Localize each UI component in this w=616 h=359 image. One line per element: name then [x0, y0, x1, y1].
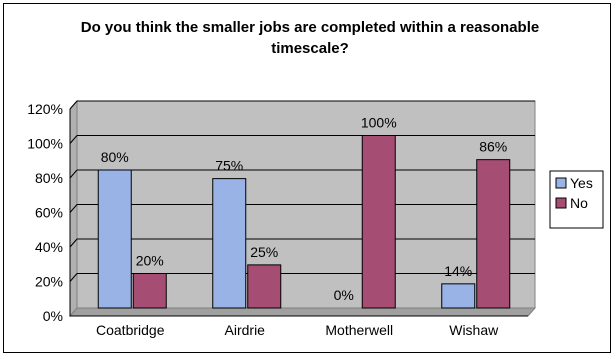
data-label: 14% [444, 263, 472, 279]
gridline-side [69, 169, 78, 179]
bar-no-motherwell[interactable] [361, 135, 396, 309]
gridline-side [69, 238, 78, 248]
data-label: 100% [361, 115, 397, 131]
bar-no-airdrie[interactable] [247, 264, 282, 309]
data-label: 25% [250, 244, 278, 260]
gridline-side [69, 204, 78, 213]
y-tick-label: 40% [35, 239, 63, 255]
bar-no-wishaw[interactable] [476, 159, 511, 309]
y-tick-label: 120% [27, 101, 63, 117]
data-label: 86% [479, 139, 507, 155]
x-category-label: Motherwell [325, 322, 393, 338]
gridline-side [69, 100, 78, 110]
y-tick-label: 0% [43, 308, 63, 324]
y-tick-label: 80% [35, 170, 63, 186]
legend-swatch-yes [555, 177, 567, 189]
gridline-side [69, 135, 78, 144]
y-tick-label: 100% [27, 136, 63, 152]
x-category-label: Wishaw [449, 322, 499, 338]
gridline-side [69, 273, 78, 282]
data-label: 75% [215, 158, 243, 174]
legend-swatch-no [555, 197, 567, 209]
legend-label-no: No [570, 195, 588, 211]
data-label: 0% [334, 287, 354, 303]
y-tick-label: 60% [35, 205, 63, 221]
y-tick-label: 20% [35, 274, 63, 290]
data-label: 20% [136, 253, 164, 269]
plot-floor [68, 307, 537, 317]
data-label: 80% [101, 149, 129, 165]
bar-yes-airdrie[interactable] [212, 178, 247, 309]
bar-yes-wishaw[interactable] [441, 283, 476, 309]
x-category-label: Coatbridge [96, 322, 165, 338]
x-category-label: Airdrie [225, 322, 266, 338]
chart-title: Do you think the smaller jobs are comple… [80, 19, 540, 57]
legend-label-yes: Yes [570, 175, 593, 191]
bar-no-coatbridge[interactable] [132, 273, 167, 309]
bar-yes-coatbridge[interactable] [97, 169, 132, 309]
